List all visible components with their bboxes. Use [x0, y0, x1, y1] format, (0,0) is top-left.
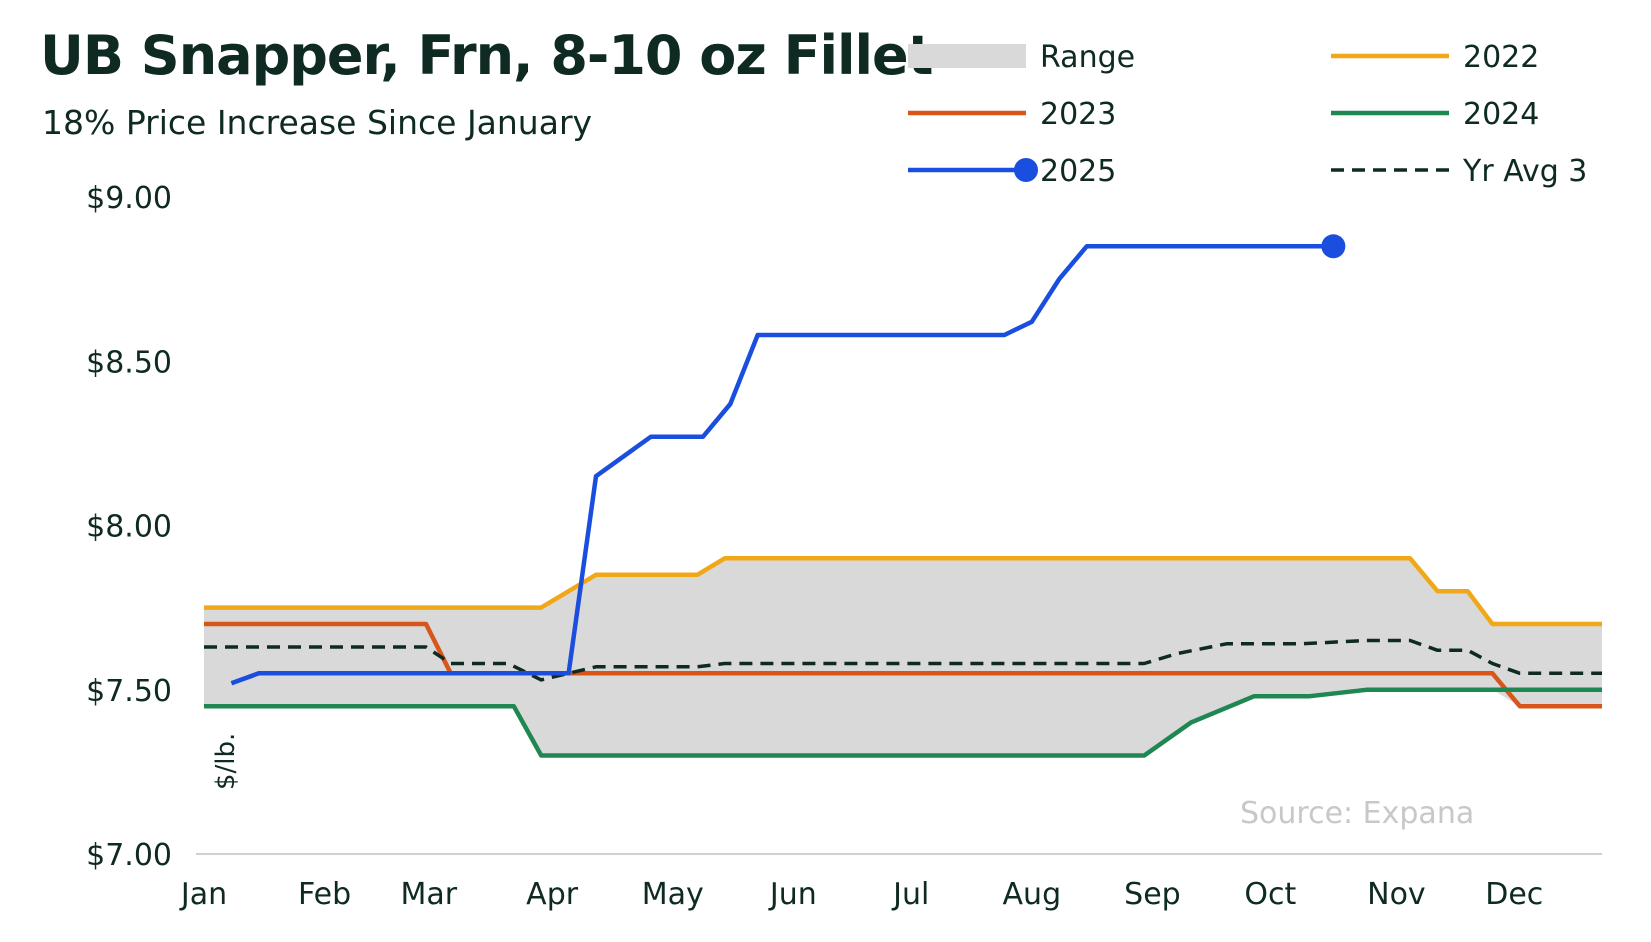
- x-tick-label: Jan: [179, 877, 227, 912]
- series-layer: [204, 234, 1602, 758]
- series-line-2022: [204, 556, 1602, 627]
- y-tick-label: $7.50: [86, 674, 172, 709]
- x-tick-label: Sep: [1124, 877, 1181, 912]
- x-tick-label: Mar: [400, 877, 457, 912]
- legend-swatch: [908, 44, 1026, 68]
- legend-label: 2023: [1040, 97, 1116, 132]
- legend-item-2024: 2024: [1331, 97, 1539, 132]
- x-tick-label: May: [642, 877, 704, 912]
- series-end-marker-2025: [1321, 234, 1346, 259]
- y-tick-label: $9.00: [86, 181, 172, 216]
- legend-item-2023: 2023: [908, 97, 1116, 132]
- legend: Range 2022 2023 2024 2025 Yr Avg 3: [908, 40, 1587, 189]
- legend-item-2022: 2022: [1331, 40, 1539, 75]
- x-tick-label: Apr: [526, 877, 579, 912]
- x-tick-label: Aug: [1003, 877, 1062, 912]
- plot-area: [196, 234, 1602, 855]
- legend-item-range: Range: [908, 40, 1135, 75]
- x-tick-label: Feb: [298, 877, 351, 912]
- series-line-2024: [204, 687, 1602, 758]
- series-line-2023: [204, 621, 1602, 709]
- legend-label: 2025: [1040, 154, 1116, 189]
- legend-item-yr-avg-3: Yr Avg 3: [1331, 154, 1587, 189]
- x-tick-label: Oct: [1244, 877, 1296, 912]
- legend-label: Yr Avg 3: [1462, 154, 1587, 189]
- y-axis-ticks: $9.00 $8.50 $8.00 $7.50 $7.00: [86, 181, 172, 873]
- legend-label: Range: [1040, 40, 1135, 75]
- y-tick-label: $8.00: [86, 510, 172, 545]
- y-axis-label: $/lb.: [211, 733, 241, 790]
- y-tick-label: $8.50: [86, 345, 172, 380]
- chart-subtitle: 18% Price Increase Since January: [42, 103, 592, 142]
- x-tick-label: Jul: [891, 877, 929, 912]
- chart-title: UB Snapper, Frn, 8-10 oz Fillet: [40, 24, 933, 87]
- x-tick-label: Dec: [1485, 877, 1543, 912]
- legend-item-2025: 2025: [908, 154, 1116, 189]
- y-tick-label: $7.00: [86, 838, 172, 873]
- series-line-yr-avg-3: [204, 638, 1602, 682]
- x-axis-ticks: Jan Feb Mar Apr May Jun Jul Aug Sep Oct Nov Dec: [179, 877, 1543, 912]
- source-note: Source: Expana: [1240, 796, 1474, 831]
- series-line-2025: [230, 244, 1334, 686]
- x-tick-label: Nov: [1367, 877, 1426, 912]
- legend-label: 2022: [1463, 40, 1539, 75]
- legend-marker: [1014, 158, 1038, 182]
- range-band: [204, 558, 1602, 756]
- x-tick-label: Jun: [768, 877, 817, 912]
- legend-label: 2024: [1463, 97, 1539, 132]
